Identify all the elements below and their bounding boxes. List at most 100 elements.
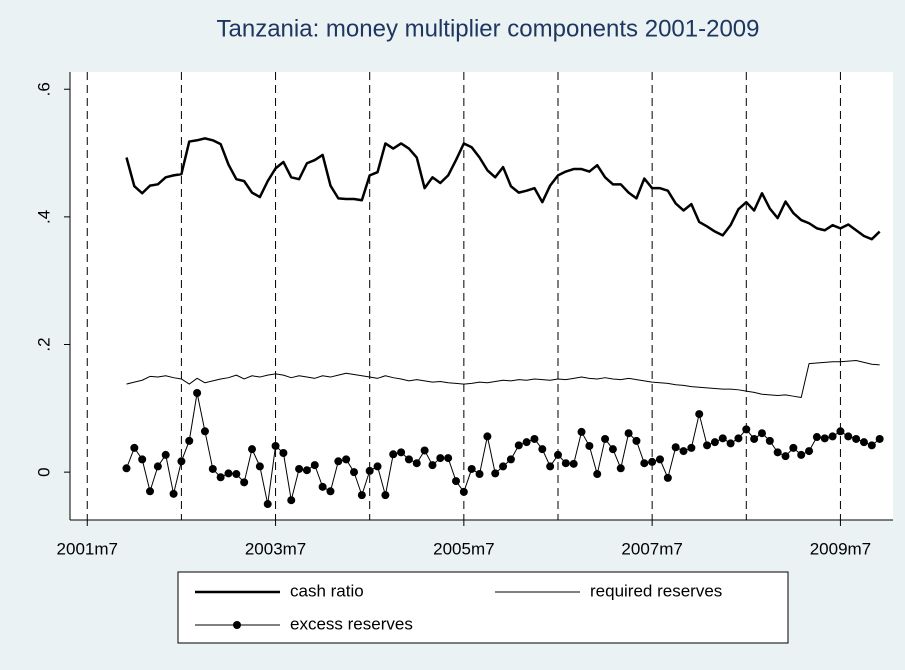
x-tick-label: 2005m7 (433, 539, 494, 558)
data-point (365, 466, 374, 475)
data-point (593, 470, 602, 479)
data-point (224, 469, 233, 478)
data-point (342, 455, 351, 464)
data-point (295, 464, 304, 473)
data-point (499, 462, 508, 471)
data-point (161, 450, 170, 459)
data-point (836, 427, 845, 436)
data-point (271, 441, 280, 450)
data-point (412, 459, 421, 468)
data-point (750, 434, 759, 443)
data-point (867, 441, 876, 450)
plot-area (70, 72, 893, 520)
data-point (781, 452, 790, 461)
data-point (616, 464, 625, 473)
legend (177, 571, 789, 644)
data-point (389, 450, 398, 459)
legend-marker (233, 621, 241, 629)
data-point (200, 427, 209, 436)
data-point (326, 487, 335, 496)
data-point (138, 455, 147, 464)
data-point (671, 443, 680, 452)
data-point (859, 438, 868, 447)
data-point (679, 447, 688, 456)
data-point (640, 459, 649, 468)
data-point (608, 445, 617, 454)
data-point (373, 462, 382, 471)
data-point (648, 457, 657, 466)
data-point (506, 455, 515, 464)
data-point (844, 432, 853, 441)
data-point (577, 427, 586, 436)
data-point (334, 457, 343, 466)
data-point (310, 461, 319, 470)
data-point (404, 455, 413, 464)
data-point (475, 470, 484, 479)
data-point (459, 487, 468, 496)
data-point (255, 462, 264, 471)
data-point (765, 436, 774, 445)
data-point (624, 429, 633, 438)
data-point (452, 477, 461, 486)
data-point (240, 478, 249, 487)
data-point (585, 441, 594, 450)
data-point (185, 436, 194, 445)
data-point (601, 434, 610, 443)
data-point (381, 491, 390, 500)
data-point (153, 462, 162, 471)
data-point (828, 432, 837, 441)
data-point (757, 429, 766, 438)
data-point (875, 434, 884, 443)
data-point (710, 438, 719, 447)
data-point (279, 448, 288, 457)
legend-label: cash ratio (290, 581, 364, 600)
data-point (420, 446, 429, 455)
data-point (491, 469, 500, 478)
data-point (436, 454, 445, 463)
data-point (208, 464, 217, 473)
data-point (805, 447, 814, 456)
data-point (546, 462, 555, 471)
data-point (742, 425, 751, 434)
data-point (718, 434, 727, 443)
data-point (514, 441, 523, 450)
data-point (357, 491, 366, 500)
data-point (561, 459, 570, 468)
data-point (655, 455, 664, 464)
y-tick-label: 0 (34, 467, 53, 476)
data-point (483, 432, 492, 441)
data-point (797, 450, 806, 459)
data-point (428, 461, 437, 470)
data-point (350, 468, 359, 477)
data-point (632, 436, 641, 445)
data-point (569, 459, 578, 468)
data-point (122, 464, 131, 473)
data-point (773, 448, 782, 457)
series-line (125, 137, 881, 241)
data-point (248, 445, 257, 454)
chart-title: Tanzania: money multiplier components 20… (217, 15, 760, 42)
data-point (193, 389, 202, 398)
y-tick-label: .4 (34, 210, 53, 224)
legend-label: excess reserves (290, 614, 413, 633)
data-point (530, 434, 539, 443)
data-point (467, 464, 476, 473)
x-tick-label: 2003m7 (245, 539, 306, 558)
x-tick-label: 2009m7 (810, 539, 871, 558)
data-point (695, 410, 704, 419)
data-point (444, 454, 453, 463)
data-point (177, 457, 186, 466)
data-point (130, 443, 139, 452)
x-tick-label: 2001m7 (57, 539, 118, 558)
data-point (318, 482, 327, 491)
data-point (789, 443, 798, 452)
data-point (726, 439, 735, 448)
y-tick-label: .2 (34, 337, 53, 351)
data-point (169, 489, 178, 498)
data-point (703, 441, 712, 450)
data-point (538, 445, 547, 454)
data-point (812, 433, 821, 442)
data-point (263, 500, 272, 509)
data-point (734, 434, 743, 443)
